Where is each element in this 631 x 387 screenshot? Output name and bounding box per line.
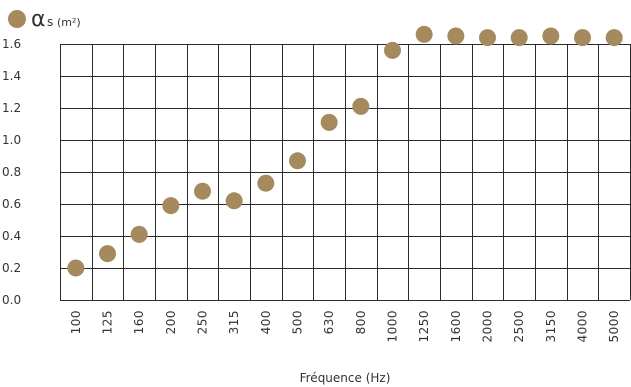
data-point	[542, 27, 560, 45]
y-tick-label: 1.6	[2, 37, 21, 51]
y-tick-label: 1.0	[2, 133, 21, 147]
x-tick-label: 2000	[481, 310, 495, 343]
x-tick-label: 100	[69, 310, 83, 334]
x-tick-label: 1600	[449, 310, 463, 343]
x-tick-label: 1250	[417, 310, 431, 343]
x-tick-label: 500	[291, 310, 305, 334]
data-point	[130, 225, 148, 243]
data-point	[510, 29, 528, 47]
legend-unit: (m²)	[57, 16, 81, 29]
y-tick-label: 1.2	[2, 101, 21, 115]
x-tick-labels: 100 125 160 200 250 315 400 500 630 800 1000 1250 16…	[69, 310, 621, 343]
x-tick-label: 4000	[576, 310, 590, 343]
x-tick-label: 250	[196, 310, 210, 334]
y-tick-label: 0.8	[2, 165, 21, 179]
y-tick-label: 1.4	[2, 69, 21, 83]
legend-marker	[8, 10, 26, 28]
legend-subscript: s	[47, 15, 53, 29]
x-tick-label: 1000	[386, 310, 400, 343]
grid	[60, 44, 631, 301]
legend-symbol: α	[31, 7, 46, 32]
x-tick-label: 400	[259, 310, 273, 334]
x-tick-label: 800	[354, 310, 368, 334]
data-point	[67, 259, 85, 277]
data-point	[99, 245, 116, 263]
x-axis-label: Fréquence (Hz)	[300, 371, 391, 385]
data-point	[289, 152, 306, 170]
data-point	[574, 29, 591, 47]
data-point	[352, 97, 370, 115]
data-points	[67, 25, 623, 277]
x-tick-label: 315	[227, 310, 241, 334]
y-tick-label: 0.2	[2, 261, 21, 275]
data-point	[447, 27, 465, 45]
x-tick-label: 5000	[607, 310, 621, 343]
x-tick-label: 125	[101, 310, 115, 334]
data-point	[225, 192, 243, 210]
data-point	[479, 29, 496, 47]
data-point	[257, 174, 275, 192]
data-point	[162, 197, 180, 215]
x-tick-label: 2500	[512, 310, 526, 343]
x-tick-label: 630	[322, 310, 336, 334]
y-tick-label: 0.4	[2, 229, 21, 243]
data-point	[415, 25, 433, 43]
y-tick-labels: 0.0 0.2 0.4 0.6 0.8 1.0 1.2 1.4 1.6	[2, 37, 21, 307]
data-point	[194, 182, 211, 200]
y-tick-label: 0.6	[2, 197, 21, 211]
x-tick-label: 200	[164, 310, 178, 334]
y-tick-label: 0.0	[2, 293, 21, 307]
data-point	[605, 29, 623, 47]
x-tick-label: 3150	[544, 310, 558, 343]
legend: α s (m²)	[8, 7, 81, 32]
data-point	[384, 41, 401, 59]
data-point	[320, 113, 338, 131]
x-tick-label: 160	[132, 310, 146, 334]
